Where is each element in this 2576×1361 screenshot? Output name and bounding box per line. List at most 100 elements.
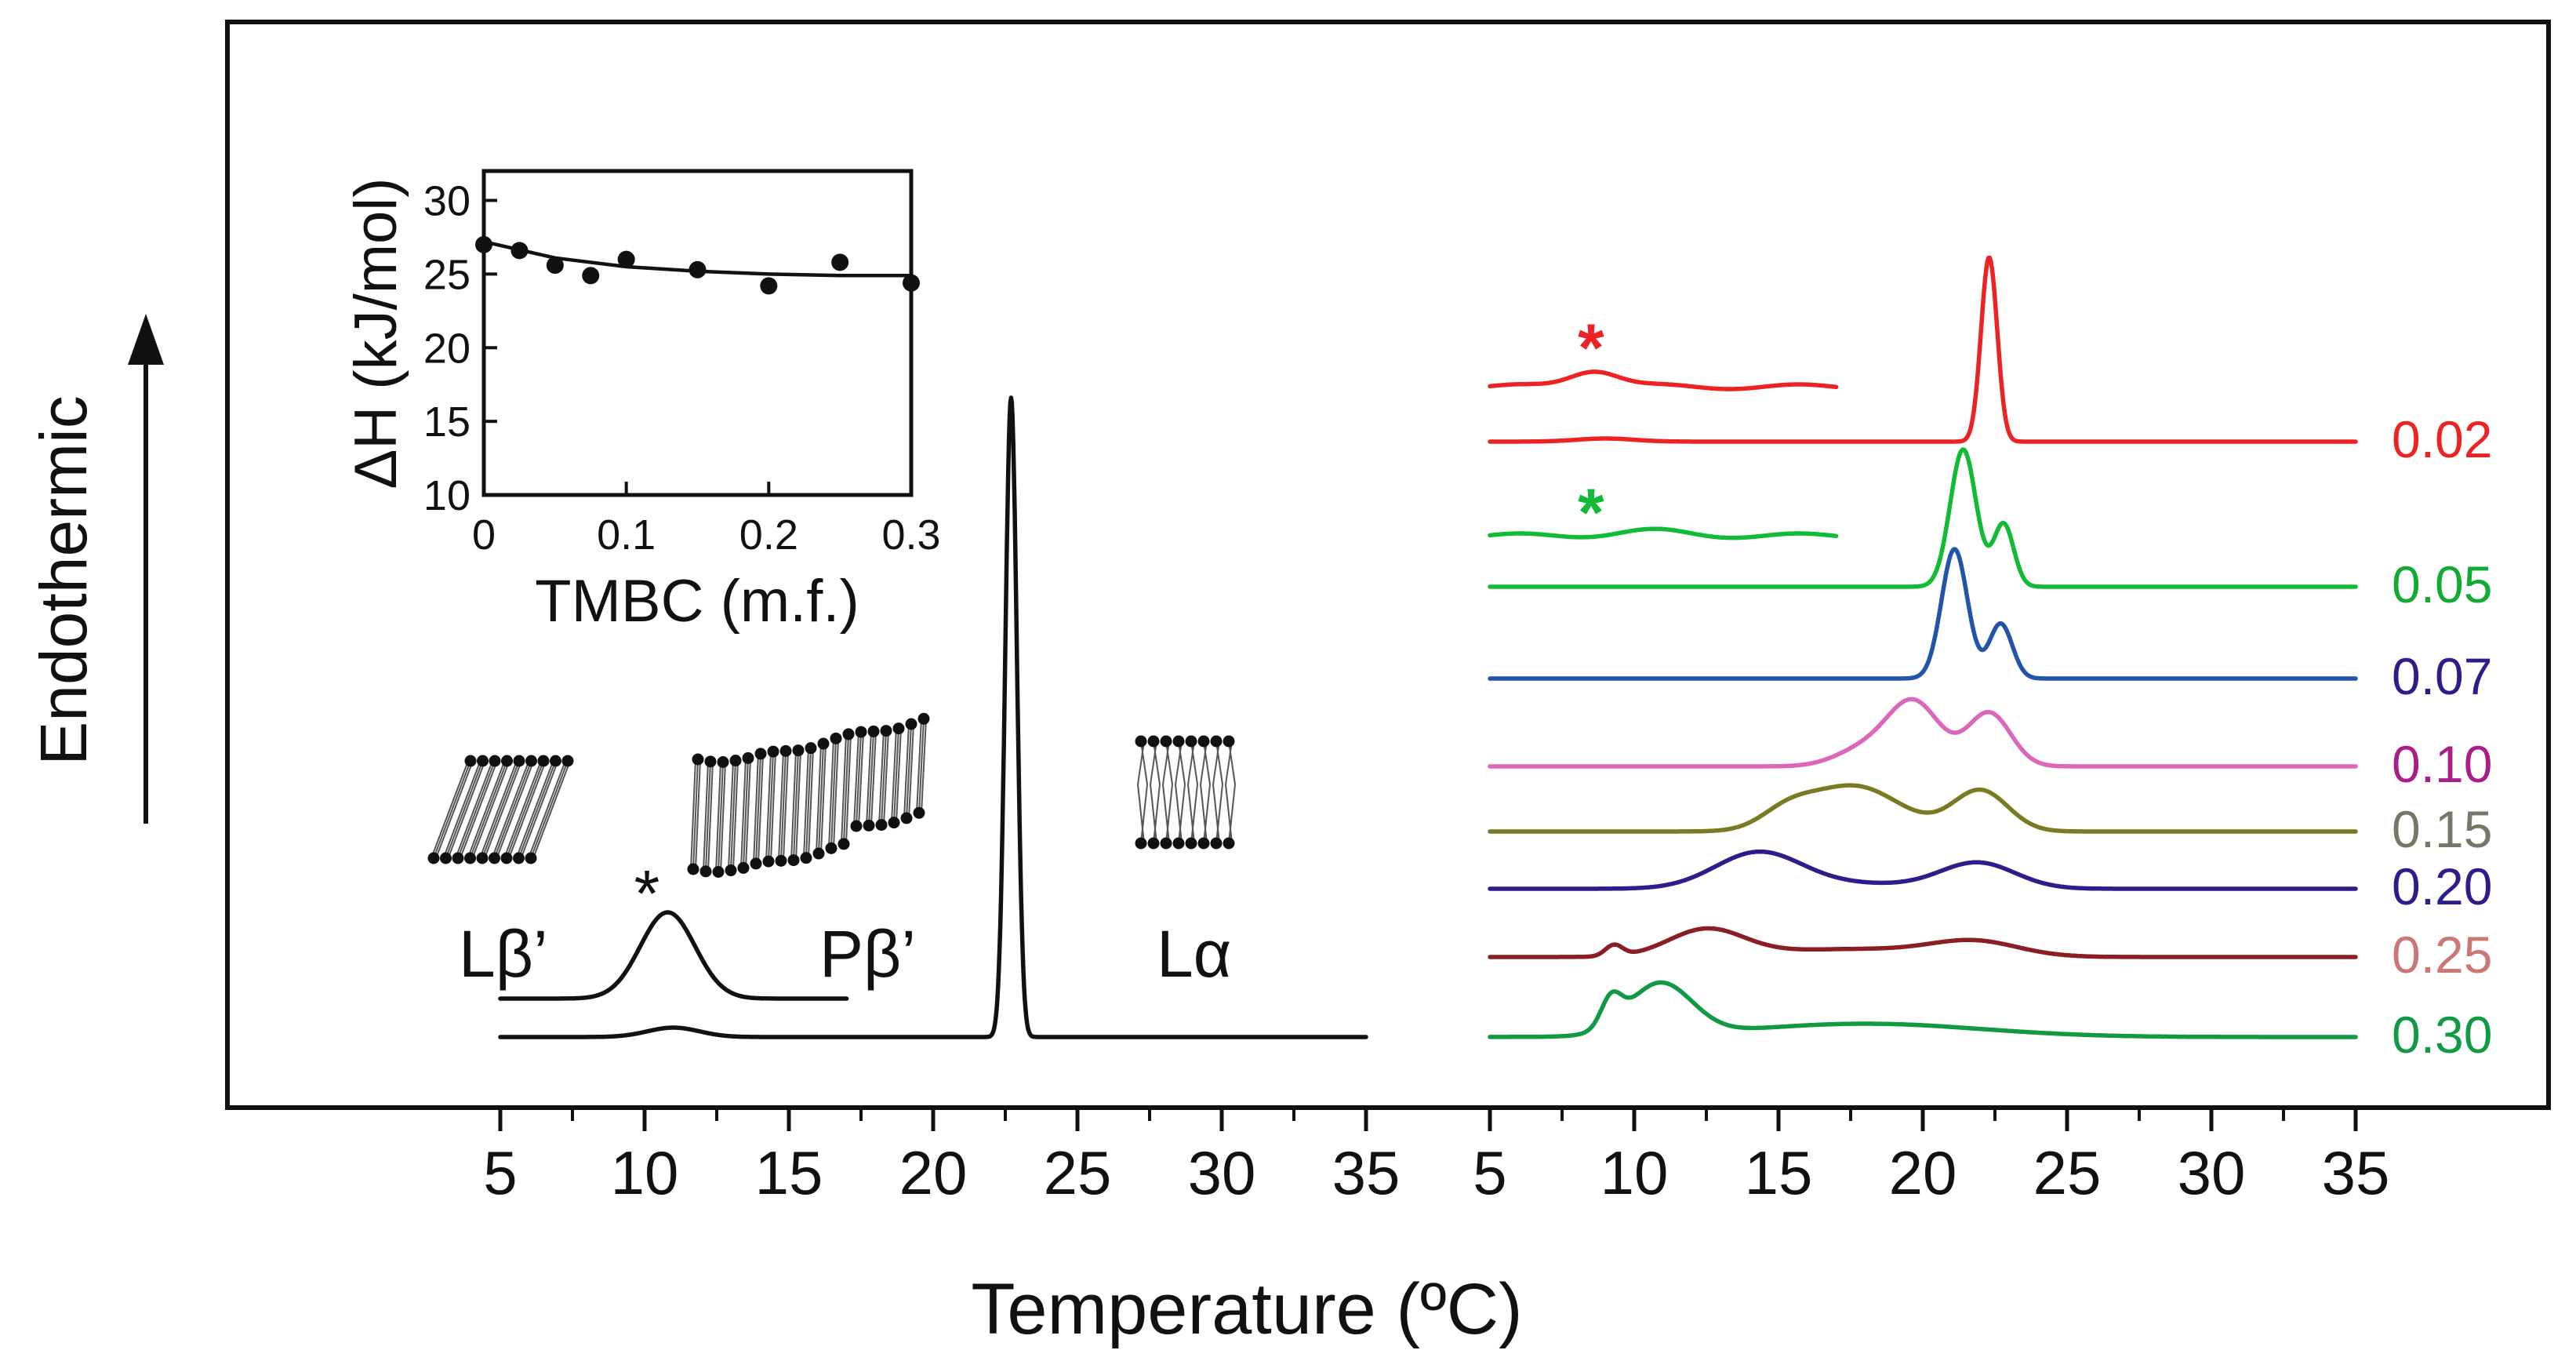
lipid-tail: [1140, 741, 1148, 785]
lipid-tail: [503, 760, 542, 859]
lipid-tail: [780, 751, 787, 861]
lipid-headgroup: [1160, 735, 1172, 748]
lipid-tail: [1153, 784, 1161, 844]
lipid-tail: [1175, 741, 1183, 785]
lipid-tail: [916, 719, 922, 813]
lipid-tail: [843, 733, 849, 844]
lipid-tail: [878, 730, 885, 825]
lipid-tail: [891, 728, 897, 823]
lipid-headgroup: [1160, 837, 1172, 850]
lipid-headgroup: [513, 755, 525, 767]
lipid-tail: [758, 753, 764, 864]
lipid-tail: [1150, 784, 1157, 844]
lipid-headgroup: [464, 852, 476, 864]
inset-y-label: ΔH (kJ/mol): [343, 178, 409, 489]
lipid-tail: [1153, 741, 1161, 785]
lipid-headgroup: [737, 861, 750, 874]
lipid-tail: [770, 751, 776, 862]
left-tick-label: 30: [1188, 1138, 1256, 1207]
lipid-tail: [833, 738, 839, 849]
inset-x-tick-label: 0.2: [739, 511, 798, 559]
phase-label-pbeta: Pβ’: [819, 917, 916, 991]
lipid-headgroup: [1135, 735, 1147, 748]
right-tick-label: 25: [2033, 1138, 2102, 1207]
lipid-tail: [783, 751, 789, 861]
lipid-tail: [1212, 784, 1220, 844]
lbeta-bilayer-illustration: [427, 755, 574, 864]
lipid-tail: [903, 723, 910, 819]
lipid-tail: [491, 760, 530, 859]
lipid-tail: [730, 760, 736, 871]
lipid-tail: [793, 750, 799, 861]
lipid-headgroup: [1197, 837, 1210, 850]
lipid-tail: [515, 760, 554, 859]
composition-label: 0.15: [2392, 800, 2492, 858]
lipid-tail: [496, 760, 535, 859]
lipid-headgroup: [476, 852, 489, 864]
lipid-tail: [692, 759, 699, 870]
lipid-tail: [506, 760, 544, 859]
lipid-headgroup: [550, 755, 561, 767]
pbeta-bilayer-illustration: [687, 712, 930, 879]
lipid-tail: [1215, 741, 1223, 785]
inset-data-points: [475, 235, 920, 295]
lipid-headgroup: [742, 751, 754, 764]
lipid-tail: [695, 759, 701, 870]
lipid-headgroup: [1210, 837, 1223, 850]
lipid-headgroup: [1197, 735, 1210, 748]
lipid-tail: [866, 731, 872, 826]
lipid-tail: [818, 744, 824, 854]
pretransition-asterisk: *: [1578, 311, 1604, 386]
lipid-tail: [467, 760, 506, 859]
inset-data-point: [831, 253, 849, 271]
lipid-tail: [845, 733, 852, 844]
inset-frame: [481, 169, 914, 497]
lipid-headgroup: [767, 745, 779, 758]
thermogram-curve-0.25: [1488, 926, 2358, 959]
lipid-headgroup: [905, 718, 917, 730]
lipid-tail: [728, 760, 734, 871]
right-tick-label: 20: [1889, 1138, 1957, 1207]
lipid-headgroup: [817, 737, 830, 750]
pretransition-zoom-curve: [498, 910, 849, 1001]
lipid-tail: [445, 760, 484, 859]
lipid-tail: [1190, 741, 1198, 785]
lipid-headgroup: [464, 755, 477, 767]
thermogram-curve-0.07: [1488, 547, 2358, 681]
lipid-tail: [1225, 741, 1233, 785]
lipid-headgroup: [762, 855, 775, 868]
lipid-tail: [1225, 784, 1233, 844]
lipid-headgroup: [427, 852, 440, 864]
left-tick-label: 5: [483, 1138, 517, 1207]
inset-data-point: [617, 250, 635, 268]
lipid-tail: [1215, 784, 1223, 844]
lipid-tail: [1150, 741, 1157, 785]
lipid-tail: [481, 760, 520, 859]
endothermic-arrowhead: [128, 314, 164, 365]
lipid-tail: [457, 760, 496, 859]
lipid-tail: [469, 760, 508, 859]
lipid-tail: [1203, 741, 1211, 785]
right-tick-label: 10: [1600, 1138, 1669, 1207]
lipid-tail: [493, 760, 532, 859]
lipid-headgroup: [892, 722, 905, 735]
lipid-tail: [740, 758, 747, 868]
composition-labels: 0.02 0.05 0.07 0.10 0.150.20 0.25 0.30: [2392, 410, 2492, 1064]
lipid-tail: [435, 760, 474, 859]
x-axis-label: Temperature (ºC): [971, 1269, 1522, 1349]
left-tick-label: 10: [611, 1138, 679, 1207]
lipid-tail: [745, 758, 751, 868]
pretransition-asterisk: *: [634, 857, 660, 930]
thermogram-curve-0.15: [1488, 783, 2358, 834]
inset-y-tick-label: 30: [423, 178, 471, 225]
lipid-tail: [1162, 741, 1170, 785]
composition-label: 0.05: [2392, 555, 2492, 613]
lipid-headgroup: [1223, 735, 1235, 748]
lipid-tail: [518, 760, 557, 859]
composition-label: 0.10: [2392, 735, 2492, 793]
lipid-tail: [528, 760, 566, 859]
pretransition-asterisk: *: [1578, 475, 1604, 551]
lipid-tail: [893, 728, 899, 823]
lipid-tail: [828, 738, 834, 849]
